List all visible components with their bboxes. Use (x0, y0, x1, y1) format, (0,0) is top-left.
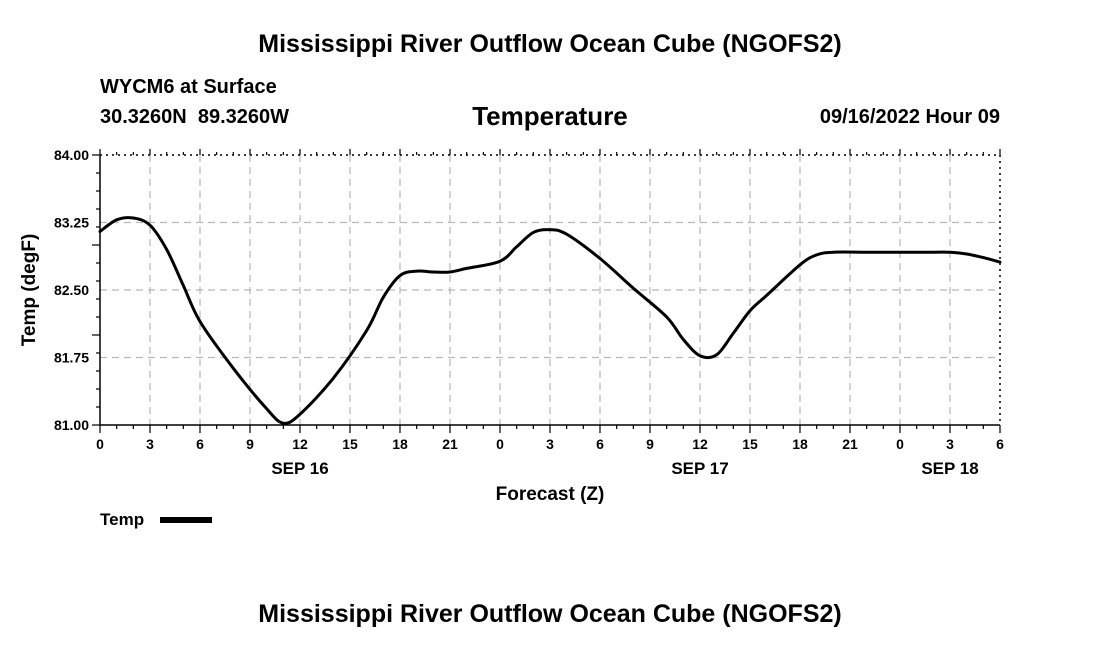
timestamp-label: 09/16/2022 Hour 09 (819, 106, 1000, 128)
y-tick-label: 84.00 (54, 147, 89, 163)
x-axis-label: Forecast (Z) (496, 484, 605, 505)
chart-subtitle: Temperature (472, 101, 628, 131)
x-tick-label: 18 (792, 436, 808, 452)
y-tick-label: 82.50 (54, 282, 89, 298)
x-tick-label: 6 (596, 436, 604, 452)
x-tick-label: 3 (946, 436, 954, 452)
coordinates-label: 30.3260N 89.3260W (100, 106, 290, 128)
legend-line-swatch (160, 517, 212, 523)
chart-title: Mississippi River Outflow Ocean Cube (NG… (258, 30, 842, 58)
x-tick-label: 3 (146, 436, 154, 452)
x-tick-label: 21 (842, 436, 858, 452)
x-day-label: SEP 18 (921, 459, 978, 478)
x-tick-label: 0 (496, 436, 504, 452)
x-tick-label: 9 (246, 436, 254, 452)
series-layer (98, 216, 1002, 425)
y-tick-label: 81.75 (54, 350, 89, 366)
x-tick-label: 18 (392, 436, 408, 452)
y-tick-label: 81.00 (54, 417, 89, 433)
x-day-label: SEP 16 (271, 459, 328, 478)
x-tick-label: 12 (292, 436, 308, 452)
grid (100, 155, 1000, 425)
legend-label: Temp (100, 510, 145, 529)
x-tick-label: 12 (692, 436, 708, 452)
x-tick-label: 15 (342, 436, 358, 452)
footer-title: Mississippi River Outflow Ocean Cube (NG… (258, 600, 842, 628)
x-tick-label: 21 (442, 436, 458, 452)
x-tick-label: 0 (96, 436, 104, 452)
y-tick-label: 83.25 (54, 215, 89, 231)
axes: 81.00 81.75 82.50 83.25 84.00 0 3 6 9 12 15 18 21 0 3 6… (54, 147, 1004, 478)
x-tick-label: 6 (996, 436, 1004, 452)
temp-series-line (98, 216, 1002, 425)
x-tick-label: 0 (896, 436, 904, 452)
y-axis-label: Temp (degF) (19, 234, 40, 347)
station-label: WYCM6 at Surface (100, 76, 277, 98)
x-tick-label: 3 (546, 436, 554, 452)
x-tick-label: 6 (196, 436, 204, 452)
x-tick-label: 9 (646, 436, 654, 452)
x-tick-label: 15 (742, 436, 758, 452)
x-day-label: SEP 17 (671, 459, 728, 478)
